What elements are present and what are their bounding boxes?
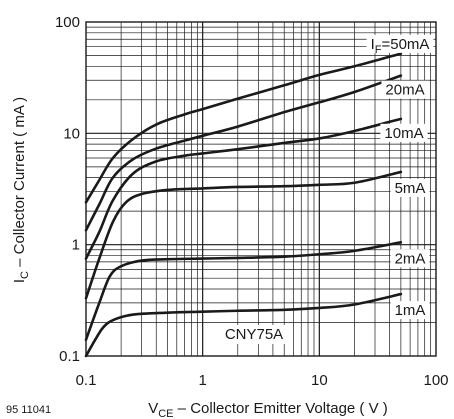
x-tick-label-0: 0.1 xyxy=(76,372,97,389)
y-tick-label-3: 100 xyxy=(55,14,80,31)
model-annotation: CNY75A xyxy=(225,326,283,343)
plot-frame xyxy=(85,21,437,357)
series-line-2 xyxy=(84,117,403,260)
curve-label-text-1: 20mA xyxy=(385,82,424,99)
x-axis-title-symbol: V xyxy=(148,400,158,417)
series-line-3 xyxy=(84,170,403,300)
curve-label-main-0: I xyxy=(371,36,375,53)
y-axis-title: IC – Collector Current ( mA ) xyxy=(11,97,31,283)
curve-label-5: 1mA xyxy=(390,301,430,320)
curve-label-4: 2mA xyxy=(390,249,430,268)
curve-label-main-2: 10mA xyxy=(384,125,423,142)
x-tick-label-1: 1 xyxy=(198,372,206,389)
curve-label-bg-5 xyxy=(390,301,430,320)
x-axis-title: VCE – Collector Emitter Voltage ( V ) xyxy=(148,400,388,419)
curve-label-bg-0 xyxy=(366,34,434,53)
curves xyxy=(84,52,403,358)
curve-label-main-5: 1mA xyxy=(395,302,426,319)
series-line-5 xyxy=(84,292,403,358)
curve-label-3: 5mA xyxy=(390,178,430,197)
y-axis-title-subscript: C xyxy=(19,271,31,279)
series-line-1 xyxy=(84,74,403,232)
tick-labels: 0.1 1 10 100 0.1 1 10 100 xyxy=(55,14,449,389)
curve-label-2: 10mA xyxy=(380,123,428,142)
curve-label-text-4: 2mA xyxy=(395,250,426,267)
curve-label-text-2: 10mA xyxy=(384,125,423,142)
series-line-4 xyxy=(84,241,403,342)
grid xyxy=(86,22,436,356)
y-tick-label-1: 1 xyxy=(72,237,80,254)
curve-label-bg-2 xyxy=(380,123,428,142)
curve-label-1: 20mA xyxy=(381,80,429,99)
curve-label-rest-0: =50mA xyxy=(381,36,429,53)
y-axis-title-text: – Collector Current ( mA ) xyxy=(11,97,28,271)
y-axis-title-symbol: I xyxy=(11,279,28,283)
curve-label-main-3: 5mA xyxy=(395,180,426,197)
curve-label-0: IF=50mA xyxy=(366,34,434,56)
curve-label-text-0: IF=50mA xyxy=(371,36,430,56)
x-axis-title-subscript: CE xyxy=(158,408,173,419)
model-annotation-bg xyxy=(219,325,289,344)
x-tick-label-3: 100 xyxy=(423,372,448,389)
x-tick-label-2: 10 xyxy=(311,372,328,389)
curve-label-bg-3 xyxy=(390,178,430,197)
x-axis-title-text: – Collector Emitter Voltage ( V ) xyxy=(174,400,388,417)
curve-label-text-3: 5mA xyxy=(395,180,426,197)
y-tick-label-0: 0.1 xyxy=(59,348,80,365)
curve-label-bg-1 xyxy=(381,80,429,99)
curve-labels: IF=50mA 20mA 10mA 5mA 2mA 1mA xyxy=(366,34,434,320)
curve-label-main-4: 2mA xyxy=(395,250,426,267)
series-line-0 xyxy=(84,52,403,204)
curve-label-sub-0: F xyxy=(375,44,382,56)
y-tick-label-2: 10 xyxy=(63,125,80,142)
curve-label-text-5: 1mA xyxy=(395,302,426,319)
figure-id: 95 11041 xyxy=(6,404,51,416)
curve-label-main-1: 20mA xyxy=(385,82,424,99)
curve-label-bg-4 xyxy=(390,249,430,268)
